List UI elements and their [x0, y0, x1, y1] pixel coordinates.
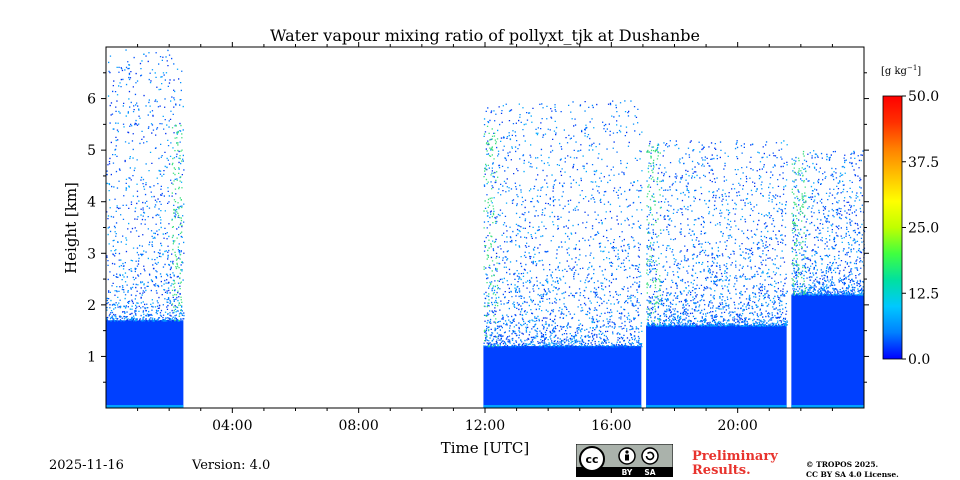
- speckle-layer: [106, 52, 185, 322]
- x-axis-label: Time [UTC]: [441, 439, 530, 457]
- speckle-layer: [483, 100, 642, 348]
- y-tick-label: 2: [87, 298, 96, 314]
- speckle-layer: [106, 53, 184, 322]
- x-tick-label: 20:00: [717, 418, 757, 434]
- colorbar-unit: [g kg−1]: [881, 64, 921, 77]
- y-tick-label: 3: [87, 246, 96, 262]
- y-axis-label: Height [km]: [62, 182, 80, 274]
- dense-layer: [646, 325, 787, 408]
- copyright-notice: © TROPOS 2025. CC BY SA 4.0 License.: [806, 460, 899, 479]
- sa-text: SA: [644, 468, 655, 477]
- preliminary-results: Preliminary Results.: [692, 449, 778, 478]
- speckle-layer: [106, 56, 185, 322]
- cc-license-badge: cc BY SA: [576, 444, 673, 477]
- speckle-layer: [791, 150, 865, 296]
- colorbar-tick-label: 37.5: [908, 155, 939, 171]
- version-label: Version: 4.0: [192, 458, 271, 473]
- speckle-layer: [792, 150, 866, 296]
- colorbar-tick-label: 12.5: [908, 286, 939, 302]
- edge-speckle: [483, 125, 499, 348]
- x-tick-label: 08:00: [338, 418, 378, 434]
- speckle-layer: [483, 103, 643, 348]
- heatmap-segment: [106, 49, 185, 408]
- colorbar-tick-label: 25.0: [908, 221, 939, 237]
- speckle-layer: [106, 49, 185, 322]
- cc-icon: [579, 446, 605, 472]
- colorbar-tick-label: 50.0: [908, 89, 939, 105]
- y-axis: 1 2 3 4 5 6: [87, 72, 869, 383]
- surface-layer: [106, 405, 184, 408]
- heatmap-segment: [483, 100, 643, 408]
- heatmap-data: [106, 49, 866, 408]
- colorbar-ticks: 0.0 12.5 25.0 37.5 50.0: [902, 89, 939, 368]
- speckle-layer: [791, 150, 865, 296]
- y-tick-label: 6: [87, 92, 96, 108]
- colorbar: [g kg−1] 0.0 12.5 25.0 37.5 50.0: [881, 64, 939, 368]
- y-tick-label: 1: [87, 349, 96, 365]
- dense-layer: [483, 346, 642, 408]
- colorbar-gradient: [882, 95, 903, 360]
- colorbar-tick-label: 0.0: [908, 352, 930, 368]
- surface-layer: [483, 405, 642, 408]
- x-tick-label: 16:00: [591, 418, 631, 434]
- heatmap-segment: [791, 150, 866, 408]
- surface-layer: [646, 405, 787, 408]
- dense-layer: [791, 294, 864, 408]
- x-tick-label: 12:00: [465, 418, 505, 434]
- y-tick-label: 4: [87, 195, 96, 211]
- x-tick-label: 04:00: [212, 418, 252, 434]
- edge-speckle: [646, 144, 662, 326]
- speckle-layer: [483, 101, 642, 348]
- chart-title: Water vapour mixing ratio of pollyxt_tjk…: [270, 26, 700, 45]
- heatmap-segment: [646, 140, 788, 408]
- sa-icon: [641, 447, 659, 465]
- speckle-layer: [646, 140, 788, 327]
- edge-speckle: [791, 150, 807, 296]
- by-text: BY: [622, 468, 633, 477]
- x-axis: 04:00 08:00 12:00 16:00 20:00: [137, 42, 833, 434]
- date-label: 2025-11-16: [49, 458, 124, 473]
- dense-layer: [106, 320, 184, 408]
- speckle-layer: [791, 153, 866, 296]
- y-tick-label: 5: [87, 143, 96, 159]
- surface-layer: [791, 405, 864, 408]
- cc-text: cc: [585, 453, 598, 466]
